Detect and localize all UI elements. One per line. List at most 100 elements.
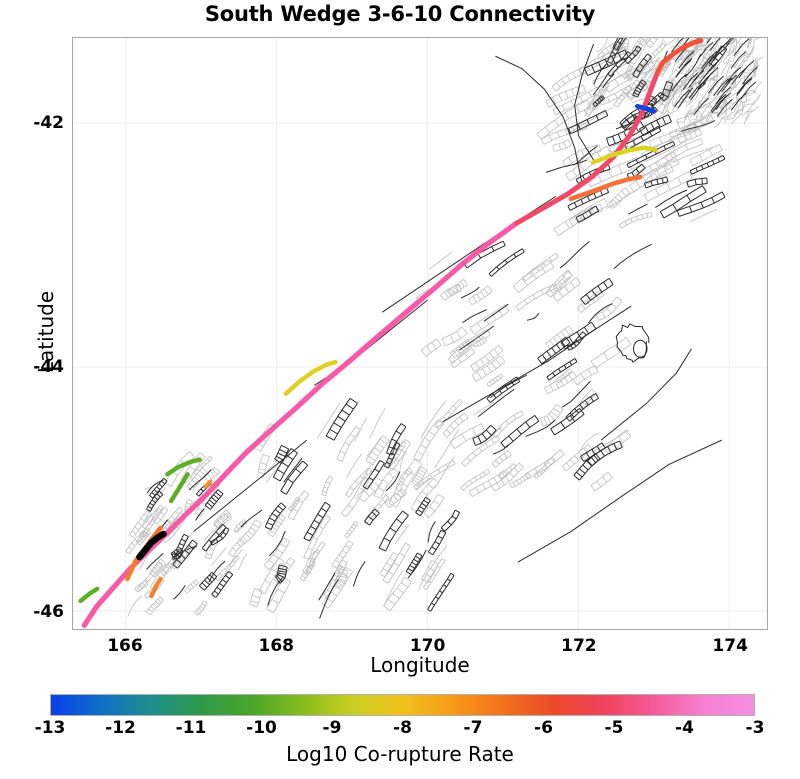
fault-trace [214, 555, 237, 579]
fault-subsection-edge [425, 344, 442, 357]
fault-subsection-rung [273, 523, 280, 528]
fault-subsection-edge [642, 121, 672, 137]
fault-subsection-rung [585, 294, 592, 301]
fault-trace [427, 573, 452, 610]
fault-trace [596, 38, 609, 53]
fault-subsection-edge [663, 191, 707, 219]
fault-subsection-rung [480, 359, 485, 366]
fault-subsection-rung [610, 201, 615, 208]
fault-subsection-rung [657, 126, 662, 132]
fault-trace [287, 490, 305, 518]
fault-subsection-rung [621, 47, 628, 50]
fault-trace [415, 497, 427, 513]
fault-subsection-rung [610, 442, 617, 449]
fault-subsection-rung [255, 519, 262, 524]
fault-trace [680, 68, 695, 89]
fault-subsection-rung [450, 288, 455, 295]
fault-subsection-edge [541, 106, 591, 140]
fault-subsection-rung [160, 512, 165, 516]
fault-subsection-rung [196, 493, 200, 497]
fault-subsection-rung [470, 365, 475, 372]
fault-subsection-rung [183, 533, 189, 537]
fault-subsection-rung [388, 457, 393, 461]
fault-subsection-rung [146, 526, 150, 530]
fault-trace [584, 82, 606, 116]
fault-subsection-rung [204, 579, 210, 586]
fault-trace [684, 114, 711, 128]
fault-subsection-rung [580, 456, 585, 462]
fault-trace [302, 550, 315, 573]
fault-trace [125, 530, 146, 552]
fault-trace [680, 120, 716, 132]
fault-subsection-rung [670, 163, 674, 172]
fault-subsection-rung [396, 518, 403, 524]
fault-trace [525, 419, 556, 437]
fault-subsection-rung [329, 585, 334, 588]
fault-subsection-rung [498, 474, 503, 480]
fault-subsection-rung [416, 451, 424, 456]
fault-subsection-rung [609, 45, 613, 50]
fault-subsection-rung [333, 422, 342, 428]
fault-subsection-rung [612, 47, 618, 51]
fault-subsection-rung [358, 487, 365, 491]
fault-trace [697, 80, 717, 107]
fault-subsection-rung [277, 588, 285, 594]
fault-subsection-rung [532, 294, 536, 299]
fault-trace [674, 89, 690, 108]
fault-trace [688, 70, 705, 88]
fault-subsection-rung [485, 429, 492, 436]
fault-subsection-rung [594, 365, 599, 373]
fault-trace [664, 38, 679, 47]
fault-subsection-rung [540, 265, 546, 273]
fault-subsection-rung [330, 591, 338, 597]
fault-trace [742, 49, 752, 57]
fault-subsection-rung [344, 535, 348, 539]
fault-trace [363, 494, 387, 522]
fault-subsection-edge [474, 310, 510, 335]
fault-subsection-rung [364, 471, 369, 475]
fault-subsection-rung [564, 286, 570, 293]
fault-subsection-rung [408, 467, 413, 472]
fault-subsection-rung [573, 202, 578, 208]
fault-subsection-edge [419, 500, 431, 517]
rate-trace [125, 557, 139, 582]
fault-subsection-rung [596, 99, 600, 103]
fault-subsection-rung [344, 442, 350, 446]
fault-trace [677, 105, 693, 123]
fault-subsection-rung [384, 502, 391, 509]
fault-trace [671, 89, 683, 107]
fault-trace [288, 496, 298, 510]
fault-subsection-rung [423, 587, 427, 590]
fault-subsection-rung [254, 587, 263, 592]
fault-subsection-rung [311, 560, 316, 564]
fault-subsection-rung [388, 571, 394, 576]
map-plot-area[interactable] [72, 37, 768, 630]
fault-subsection-rung [622, 57, 626, 61]
fault-subsection-rung [187, 586, 191, 591]
fault-trace [685, 110, 697, 120]
fault-subsection-rung [335, 559, 341, 564]
fault-subsection-rung [680, 54, 686, 59]
fault-trace [721, 56, 731, 74]
fault-subsection-rung [417, 509, 423, 514]
fault-trace [737, 99, 752, 110]
fault-subsection-rung [203, 461, 207, 465]
fault-subsection-edge [554, 413, 585, 436]
fault-subsection-rung [601, 55, 606, 63]
fault-subsection-rung [199, 470, 206, 476]
fault-subsection-rung [618, 165, 623, 174]
fault-subsection-rung [515, 306, 520, 311]
fault-subsection-rung [555, 343, 561, 351]
colorbar-gradient[interactable] [50, 694, 755, 716]
fault-subsection-rung [587, 196, 591, 202]
fault-trace [703, 60, 719, 79]
fault-subsection-rung [536, 133, 542, 140]
fault-subsection-rung [341, 512, 346, 518]
fault-subsection-rung [452, 460, 456, 464]
fault-subsection-rung [549, 340, 555, 347]
fault-subsection-rung [368, 467, 373, 472]
fault-subsection-rung [175, 511, 180, 515]
fault-subsection-rung [563, 364, 567, 369]
fault-subsection-rung [589, 396, 594, 402]
fault-subsection-rung [189, 482, 195, 488]
